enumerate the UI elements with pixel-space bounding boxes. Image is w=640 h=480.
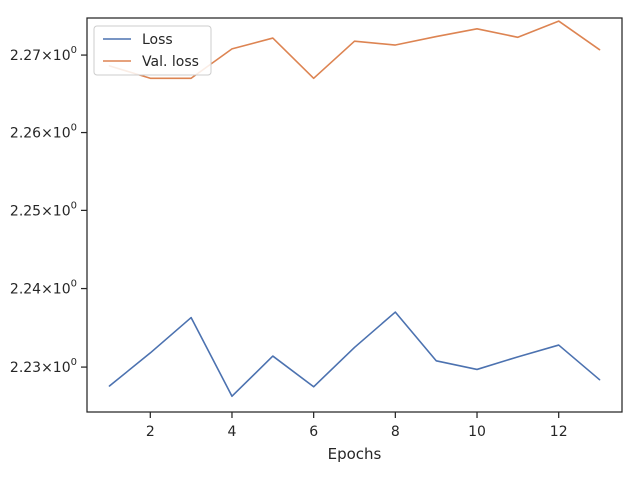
- x-tick-label: 10: [468, 424, 486, 440]
- y-axis-ticks: 2.23×100 2.24×100 2.25×100 2.26×100 2.27×100: [10, 45, 87, 376]
- legend-label: Loss: [142, 32, 173, 48]
- series-line: [108, 311, 601, 398]
- y-tick-label: 2.24×100: [10, 279, 77, 298]
- x-tick-label: 6: [309, 424, 318, 440]
- x-tick-label: 2: [146, 424, 155, 440]
- x-tick-label: 8: [391, 424, 400, 440]
- x-axis-title: Epochs: [328, 445, 382, 463]
- y-tick-label: 2.26×100: [10, 123, 77, 142]
- legend: Loss Val. loss: [93, 25, 212, 76]
- x-axis-ticks: 2 4 6 8 10 12: [146, 412, 568, 440]
- y-tick-label: 2.27×100: [10, 45, 77, 64]
- series-line: [108, 20, 601, 80]
- x-tick-label: 12: [550, 424, 568, 440]
- legend-label: Val. loss: [142, 54, 199, 70]
- y-tick-label: 2.23×100: [10, 357, 77, 376]
- plot-frame: [86, 17, 623, 413]
- series-lines: [108, 20, 601, 398]
- y-tick-label: 2.25×100: [10, 200, 77, 219]
- x-tick-label: 4: [228, 424, 237, 440]
